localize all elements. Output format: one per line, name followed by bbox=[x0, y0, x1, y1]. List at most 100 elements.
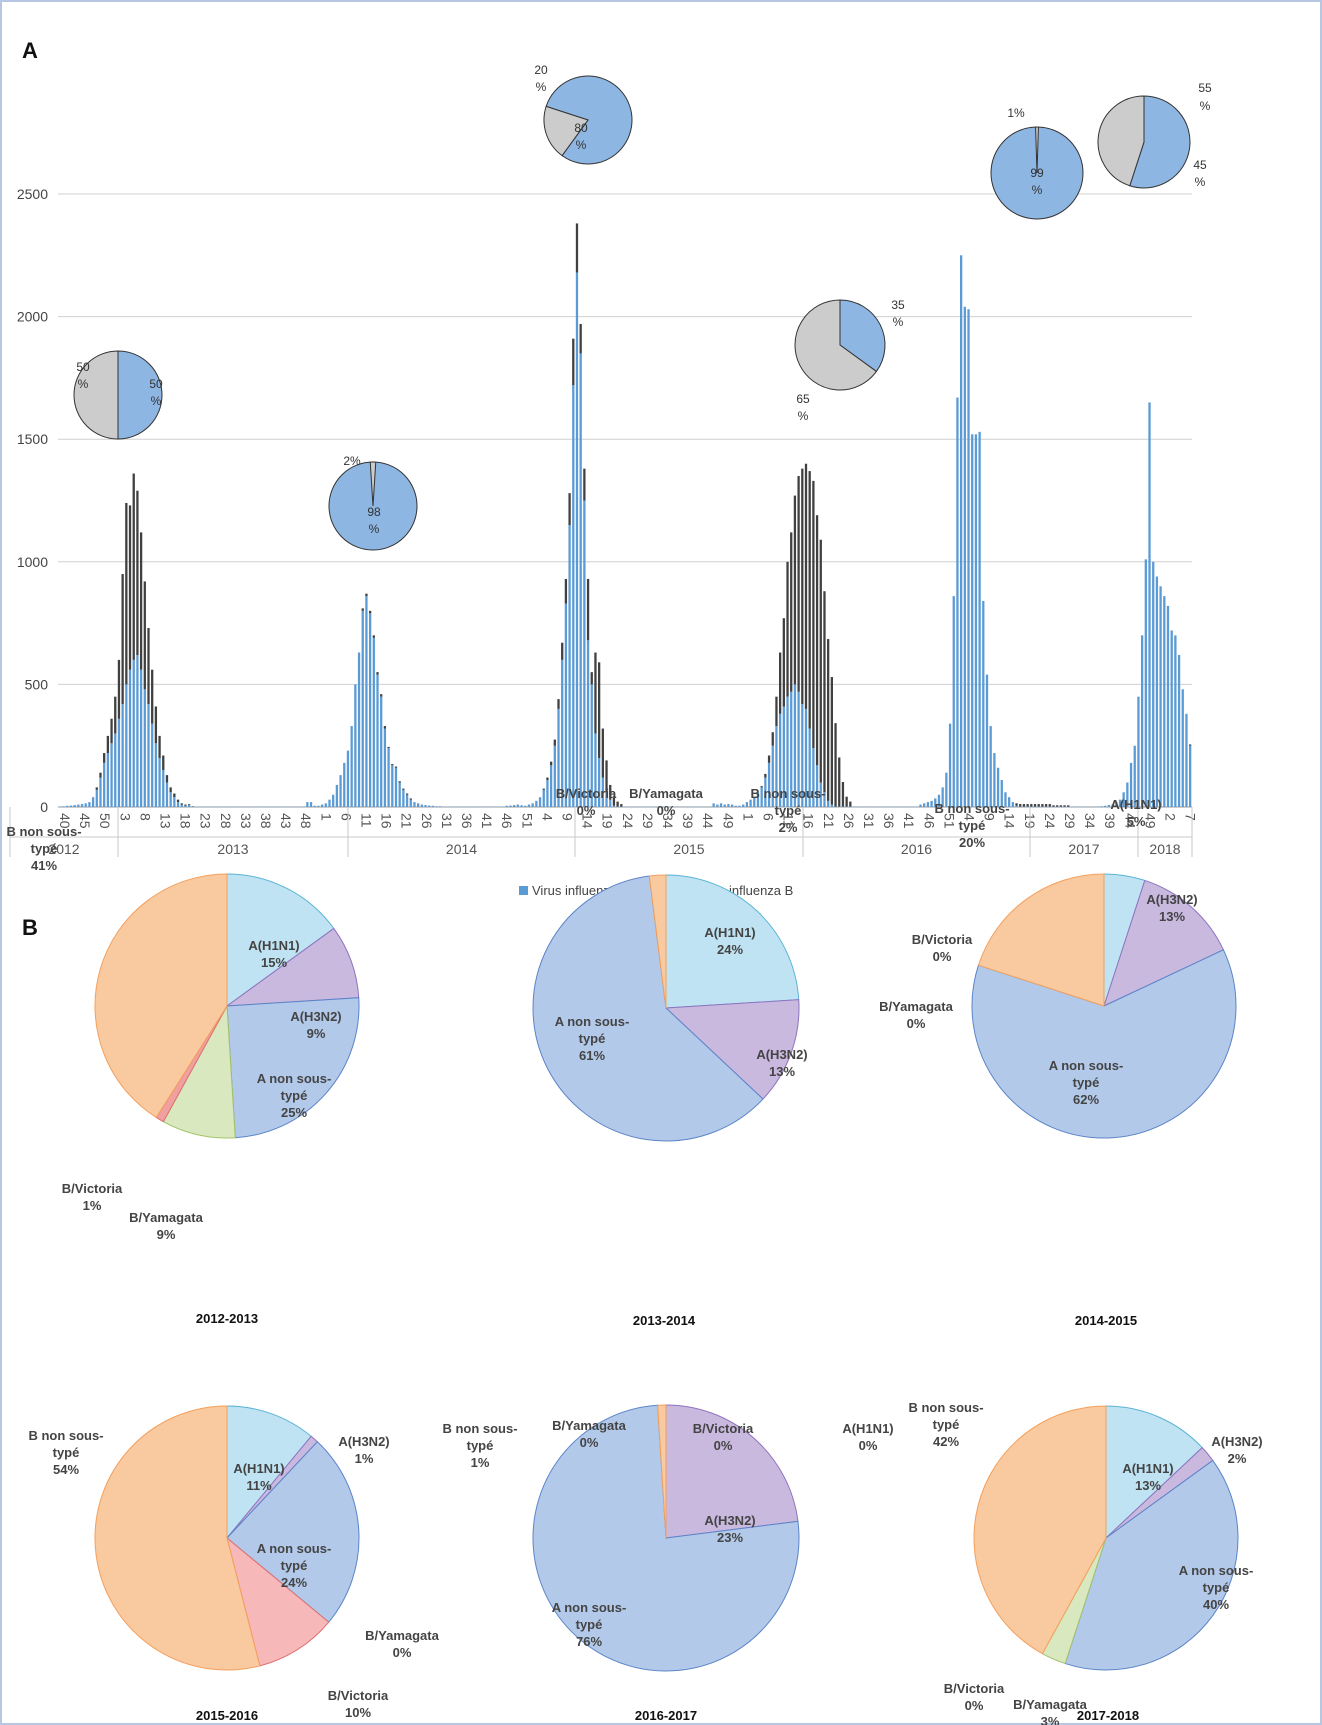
pie-season-title: 2017-2018 bbox=[1077, 1708, 1139, 1723]
bar-influenza-a bbox=[793, 684, 797, 807]
bar-influenza-a bbox=[306, 802, 309, 807]
bar-influenza-a bbox=[95, 789, 98, 807]
bar-influenza-a bbox=[734, 805, 737, 807]
bar-influenza-a bbox=[561, 659, 564, 807]
x-tick-label: 29 bbox=[640, 813, 656, 829]
bar-influenza-a bbox=[162, 770, 165, 807]
pie-label: A(H1N1) bbox=[842, 1421, 893, 1436]
inset-pie-label: % bbox=[536, 80, 547, 94]
pie-label: 0% bbox=[907, 1016, 926, 1031]
bar-influenza-a bbox=[154, 743, 158, 807]
bar-influenza-a bbox=[309, 802, 313, 807]
pie-slice bbox=[1064, 1459, 1239, 1671]
bar-influenza-a bbox=[73, 805, 76, 807]
bar-series bbox=[58, 223, 1192, 808]
pie-label: B/Yamagata bbox=[129, 1210, 203, 1225]
bar-influenza-b bbox=[760, 786, 763, 788]
bar-influenza-b bbox=[561, 642, 564, 660]
x-tick-label: 16 bbox=[801, 813, 817, 829]
y-tick-label: 1000 bbox=[17, 554, 48, 570]
y-gridlines bbox=[58, 193, 1192, 808]
bar-influenza-a bbox=[505, 805, 508, 807]
bar-influenza-b bbox=[572, 338, 575, 386]
bar-influenza-a bbox=[575, 272, 579, 807]
bar-influenza-b bbox=[605, 760, 608, 793]
bar-influenza-a bbox=[804, 708, 808, 807]
x-tick-label: 1 bbox=[740, 813, 756, 821]
pie-2017-2018: A(H1N1) 13% A(H3N2) 2% A non sous-typé 40% B/Y… bbox=[908, 1400, 1262, 1725]
year-label: 2014 bbox=[446, 841, 477, 857]
bar-influenza-a bbox=[985, 674, 989, 807]
bar-influenza-a bbox=[1115, 802, 1118, 807]
pie-label: 40% bbox=[1203, 1597, 1229, 1612]
inset-pies: 50% 50% 98% 2% 80% 20% 35% 65% 99% 1% 55% 45% bbox=[73, 63, 1212, 551]
bar-influenza-a bbox=[597, 757, 601, 807]
pie-slice bbox=[226, 1405, 312, 1540]
pie-label: 13% bbox=[1135, 1478, 1161, 1493]
pie-label: 0% bbox=[577, 803, 596, 818]
pie-label: typé bbox=[281, 1088, 308, 1103]
pie-2015-2016: A(H1N1) 11% A(H3N2) 1% A non sous-typé 24% B/Y… bbox=[28, 1405, 440, 1723]
pie-label: B/Victoria bbox=[328, 1688, 389, 1703]
bar-influenza-a bbox=[982, 601, 985, 807]
bar-influenza-a bbox=[391, 765, 394, 807]
bar-influenza-a bbox=[431, 805, 435, 807]
pie-label: 1% bbox=[471, 1455, 490, 1470]
bar-influenza-a bbox=[346, 750, 350, 807]
bar-influenza-b bbox=[1030, 804, 1033, 807]
bar-influenza-a bbox=[147, 704, 150, 807]
bar-influenza-a bbox=[317, 805, 320, 807]
pie-label: A(H3N2) bbox=[290, 1009, 341, 1024]
bar-influenza-b bbox=[1033, 804, 1037, 807]
bar-influenza-a bbox=[99, 777, 102, 807]
bar-influenza-b bbox=[361, 608, 364, 611]
x-tick-label: 26 bbox=[419, 813, 435, 829]
bar-influenza-b bbox=[1019, 804, 1022, 807]
bar-influenza-a bbox=[343, 762, 346, 807]
bar-influenza-a bbox=[1129, 762, 1133, 807]
x-tick-label: 24 bbox=[620, 813, 636, 829]
bar-influenza-a bbox=[1015, 805, 1018, 807]
pie-slice bbox=[532, 875, 764, 1142]
pie-slice bbox=[226, 997, 360, 1139]
x-tick-label: 9 bbox=[560, 813, 576, 821]
pie-label: 2% bbox=[1228, 1451, 1247, 1466]
inset-pie-label: 35 bbox=[891, 298, 905, 312]
bar-influenza-a bbox=[361, 610, 364, 807]
bar-influenza-b bbox=[771, 732, 774, 746]
x-tick-label: 21 bbox=[399, 813, 415, 829]
bar-influenza-a bbox=[1000, 780, 1003, 807]
bar-influenza-b bbox=[845, 796, 848, 807]
pie-label: A(H1N1) bbox=[704, 925, 755, 940]
bar-influenza-b bbox=[365, 593, 368, 597]
pie-label: 41% bbox=[31, 858, 57, 873]
pie-slice bbox=[1129, 95, 1191, 189]
bar-influenza-a bbox=[405, 794, 409, 807]
bar-influenza-b bbox=[815, 515, 819, 766]
x-tick-label: 51 bbox=[519, 813, 535, 829]
inset-pie-label: 45 bbox=[1193, 158, 1207, 172]
x-tick-label: 13 bbox=[158, 813, 174, 829]
bar-influenza-b bbox=[405, 793, 409, 795]
pie-slice bbox=[1035, 126, 1039, 174]
pie-slice bbox=[226, 1441, 360, 1623]
bar-influenza-a bbox=[767, 762, 771, 807]
bar-influenza-a bbox=[919, 804, 922, 807]
bar-influenza-b bbox=[764, 773, 767, 778]
bar-influenza-a bbox=[80, 804, 84, 807]
bar-influenza-a bbox=[1137, 696, 1140, 807]
bar-influenza-b bbox=[1022, 804, 1026, 807]
bar-influenza-a bbox=[350, 726, 353, 807]
bar-influenza-a bbox=[176, 802, 180, 807]
y-axis-ticks: 0 500 1000 1500 2000 2500 bbox=[17, 186, 48, 815]
pie-label: 15% bbox=[261, 955, 287, 970]
bar-influenza-b bbox=[99, 772, 102, 778]
pie-season-title: 2016-2017 bbox=[635, 1708, 697, 1723]
bar-influenza-a bbox=[125, 684, 128, 807]
pie-label: 1% bbox=[355, 1451, 374, 1466]
inset-pie-2018: 55% 45% bbox=[1097, 81, 1212, 189]
bar-influenza-b bbox=[1044, 804, 1048, 807]
x-axis: 40 45 50 3 8 13 18 23 28 33 38 43 48 1 6 11 16 21 26 31 36 41… bbox=[57, 813, 1199, 829]
pie-label: 20% bbox=[959, 835, 985, 850]
bar-influenza-a bbox=[180, 804, 183, 807]
